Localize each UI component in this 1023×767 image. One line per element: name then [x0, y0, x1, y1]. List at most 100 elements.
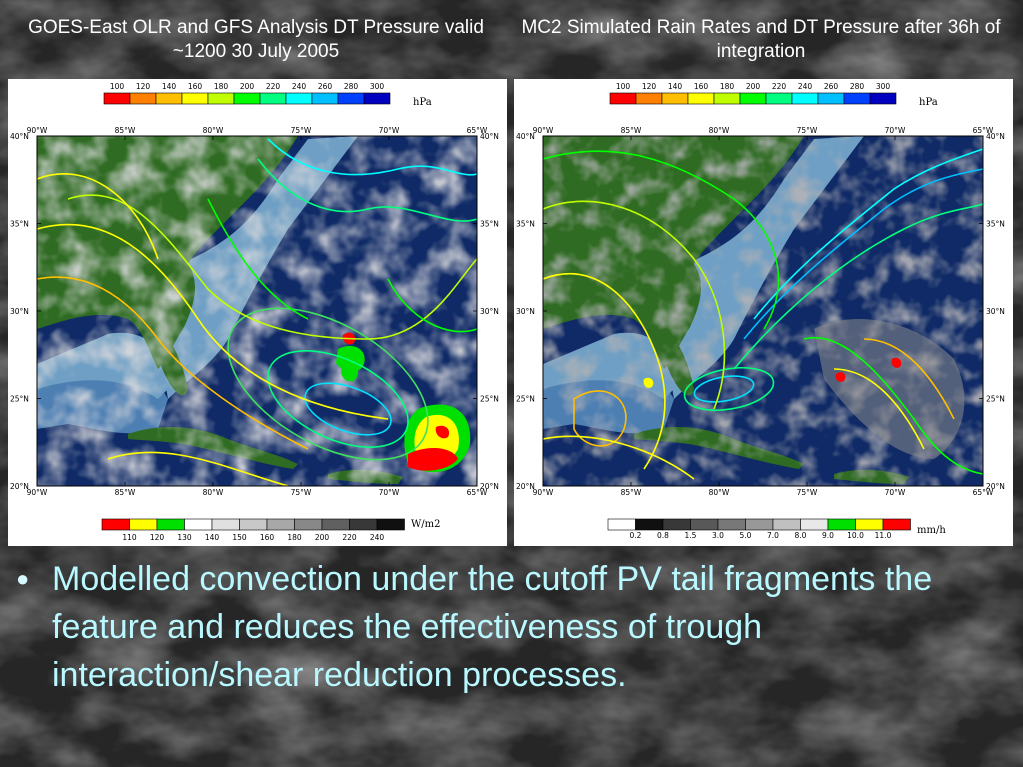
colorbar-swatch: [661, 92, 689, 105]
colorbar-swatch: [233, 92, 261, 105]
colorbar-swatch: [211, 518, 240, 531]
colorbar-swatch: [181, 92, 209, 105]
colorbar-tick-label: 5.0: [740, 531, 752, 540]
colorbar-swatch: [765, 92, 793, 105]
longitude-label: 75°W: [797, 126, 818, 135]
colorbar-tick-label: 0.8: [657, 531, 669, 540]
colorbar-swatch: [739, 92, 767, 105]
colorbar-tick-label: 220: [342, 533, 357, 542]
longitude-label: 65°W: [467, 488, 488, 497]
cold-cloud-green-2: [341, 363, 359, 382]
colorbar-tick-label: 280: [344, 82, 359, 91]
colorbar-swatch: [635, 92, 663, 105]
longitude-label: 75°W: [291, 126, 312, 135]
colorbar-tick-label: 120: [150, 533, 165, 542]
map-axis-labels: 90°W 90°W 85°W 85°W 80°W 80°W 75°W 75°W 70°W 70°W…: [10, 126, 499, 497]
colorbar-swatch: [207, 92, 235, 105]
rain-red-cell-2: [891, 357, 902, 368]
longitude-label: 65°W: [973, 126, 994, 135]
colorbar-tick-label: 110: [122, 533, 137, 542]
colorbar-swatch: [376, 518, 405, 531]
cold-cloud-red-2: [408, 447, 458, 471]
latitude-label: 30°N: [480, 307, 499, 316]
colorbar-swatch: [843, 92, 871, 105]
colorbar-swatch: [294, 518, 323, 531]
colorbar-swatch: [791, 92, 819, 105]
colorbar-tick-label: 300: [876, 82, 891, 91]
latitude-label: 20°N: [986, 482, 1005, 491]
colorbar-swatch: [800, 518, 829, 531]
longitude-label: 90°W: [533, 126, 554, 135]
colorbar-swatch: [609, 92, 637, 105]
colorbar-swatch: [259, 92, 287, 105]
latitude-label: 30°N: [10, 307, 29, 316]
colorbar-tick-label: 8.0: [795, 531, 807, 540]
map-axis-labels: 90°W 90°W 85°W 85°W 80°W 80°W 75°W 75°W 70°W 70°W…: [516, 126, 1005, 497]
colorbar-swatch: [662, 518, 691, 531]
colorbar-swatch: [817, 92, 845, 105]
colorbar-swatch: [869, 92, 897, 105]
colorbar-swatch: [285, 92, 313, 105]
longitude-label: 70°W: [379, 488, 400, 497]
dt-pressure-contours: [37, 138, 477, 486]
longitude-label: 90°W: [27, 126, 48, 135]
longitude-label: 85°W: [621, 488, 642, 497]
colorbar-tick-label: 7.0: [767, 531, 779, 540]
latitude-label: 20°N: [10, 482, 29, 491]
longitude-label: 80°W: [203, 488, 224, 497]
colorbar-swatch: [363, 92, 391, 105]
colorbar-swatch: [717, 518, 746, 531]
colorbar-tick-label: 3.0: [712, 531, 724, 540]
colorbar-tick-label: 260: [824, 82, 839, 91]
olr-unit-label: W/m2: [411, 519, 441, 530]
left-map-figure: 100 120 140 160 180 200 220 240 260 280 300 hPa: [10, 82, 499, 542]
colorbar-tick-label: 160: [260, 533, 275, 542]
longitude-label: 80°W: [203, 126, 224, 135]
longitude-label: 85°W: [621, 126, 642, 135]
colorbar-swatch: [103, 92, 131, 105]
colorbar-tick-label: 180: [287, 533, 302, 542]
latitude-label: 35°N: [516, 220, 535, 229]
rain-rate-unit-label: mm/h: [917, 525, 946, 536]
colorbar-tick-label: 180: [214, 82, 229, 91]
latitude-label: 40°N: [516, 132, 535, 141]
colorbar-tick-label: 140: [205, 533, 220, 542]
pressure-unit-label: hPa: [413, 97, 432, 108]
colorbar-tick-label: 300: [370, 82, 385, 91]
right-map-figure: 100 120 140 160 180 200 220 240 260 280 300 hPa: [516, 82, 1005, 540]
latitude-label: 40°N: [10, 132, 29, 141]
pressure-colorbar: 100 120 140 160 180 200 220 240 260 280 300: [103, 82, 391, 105]
colorbar-tick-label: 140: [162, 82, 177, 91]
colorbar-tick-label: 220: [266, 82, 281, 91]
latitude-label: 20°N: [480, 482, 499, 491]
latitude-label: 20°N: [516, 482, 535, 491]
colorbar-tick-label: 100: [616, 82, 631, 91]
colorbar-swatch: [745, 518, 774, 531]
colorbar-tick-label: 140: [668, 82, 683, 91]
longitude-label: 85°W: [115, 126, 136, 135]
colorbar-swatch: [101, 518, 130, 531]
colorbar-tick-label: 150: [232, 533, 247, 542]
latitude-label: 30°N: [986, 307, 1005, 316]
latitude-label: 25°N: [10, 395, 29, 404]
left-map-panel: 100 120 140 160 180 200 220 240 260 280 300 hPa: [8, 79, 507, 546]
longitude-label: 70°W: [885, 488, 906, 497]
longitude-label: 80°W: [709, 126, 730, 135]
colorbar-swatch: [321, 518, 350, 531]
colorbar-swatch: [882, 518, 911, 531]
latitude-label: 35°N: [480, 220, 499, 229]
colorbar-swatch: [635, 518, 664, 531]
longitude-label: 70°W: [885, 126, 906, 135]
latitude-label: 25°N: [986, 395, 1005, 404]
colorbar-tick-label: 11.0: [875, 531, 892, 540]
colorbar-tick-label: 120: [642, 82, 657, 91]
colorbar-swatch: [713, 92, 741, 105]
left-map-area: [37, 136, 477, 486]
longitude-label: 65°W: [467, 126, 488, 135]
bullet-text: Modelled convection under the cutoff PV …: [52, 560, 933, 694]
colorbar-tick-label: 220: [772, 82, 787, 91]
colorbar-tick-label: 160: [188, 82, 203, 91]
cold-cloud-red-3: [435, 425, 450, 439]
rain-rate-colorbar: 0.2 0.8 1.5 3.0 5.0 7.0 8.0 9.0 10.0 11.0: [607, 518, 911, 540]
colorbar-tick-label: 260: [318, 82, 333, 91]
